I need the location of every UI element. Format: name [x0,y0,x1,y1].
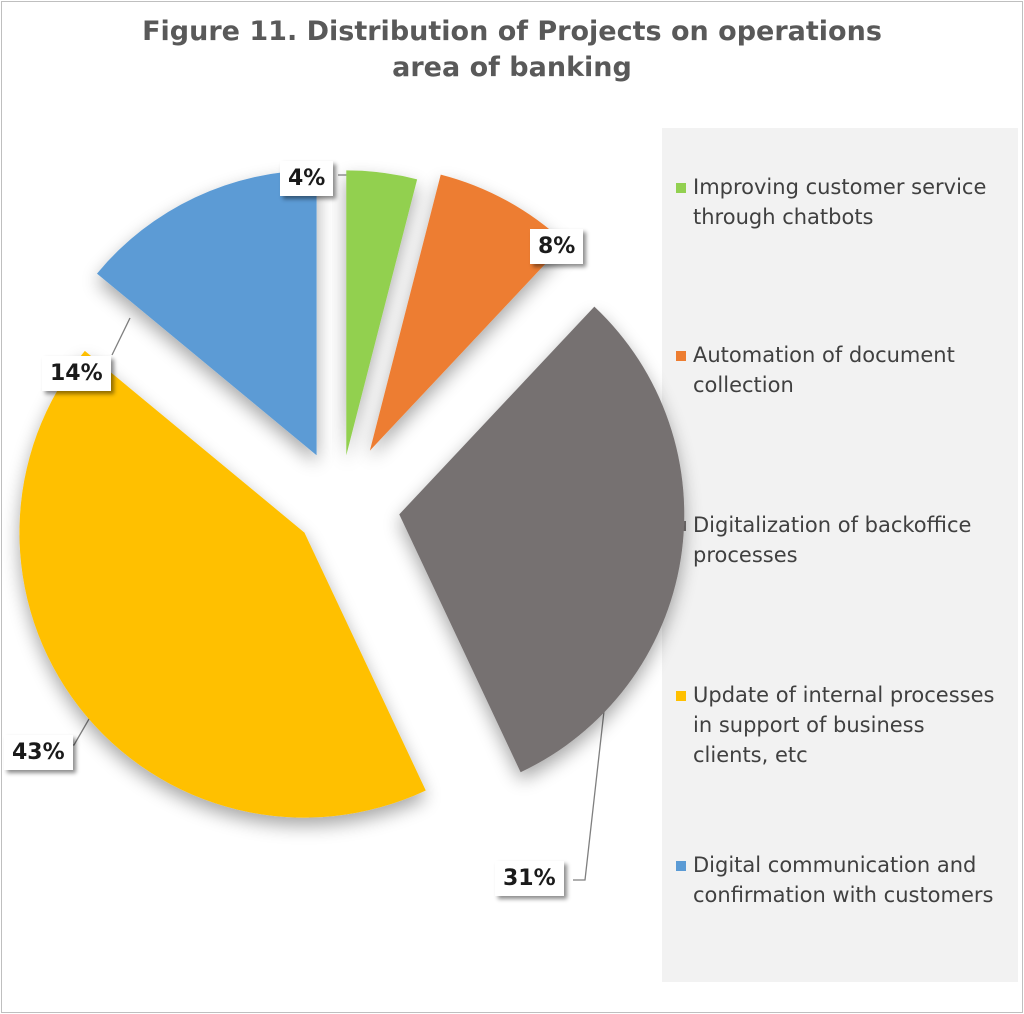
legend-swatch [676,351,686,361]
chart-title-line-1: Figure 11. Distribution of Projects on o… [142,16,882,47]
data-label-digital-communication: 14% [42,356,111,391]
pie-slice-chatbots [346,170,418,456]
data-label-internal-processes: 43% [4,735,73,770]
legend-label: Update of internal processes in support … [693,683,995,767]
legend-item-digital-communication: Digital communication and confirmation w… [676,850,1016,910]
leader-line-digital-communication [111,317,131,356]
legend-label: Digitalization of backoffice processes [693,513,972,567]
data-label-backoffice: 31% [495,861,564,896]
legend-swatch [676,861,686,871]
chart-title: Figure 11. Distribution of Projects on o… [0,14,1024,86]
legend-item-backoffice: Digitalization of backoffice processes [676,510,1016,570]
chart-title-line-2: area of banking [392,52,632,83]
legend-swatch [676,691,686,701]
pie-slice-internal-processes [19,350,426,818]
data-label-document-collection: 8% [530,229,584,264]
legend-label: Automation of document collection [693,343,955,397]
legend-item-document-collection: Automation of document collection [676,340,1016,400]
legend-item-chatbots: Improving customer service through chatb… [676,172,1016,232]
legend-item-internal-processes: Update of internal processes in support … [676,680,1016,770]
legend: Improving customer service through chatb… [662,128,1018,982]
legend-swatch [676,183,686,193]
legend-label: Digital communication and confirmation w… [693,853,994,907]
pie-slice-document-collection [369,174,565,451]
pie-slice-backoffice [399,306,685,773]
data-label-chatbots: 4% [280,161,334,196]
legend-label: Improving customer service through chatb… [693,175,987,229]
pie-slice-digital-communication [96,170,317,456]
